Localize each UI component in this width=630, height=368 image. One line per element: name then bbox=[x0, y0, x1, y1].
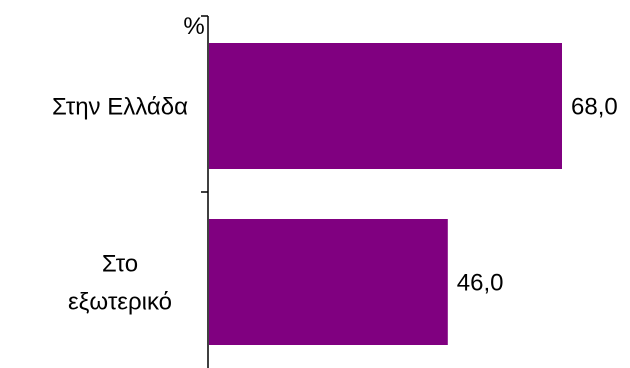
bars-group: 68,0 Στην Ελλάδα 46,0 Στο εξωτερικό bbox=[52, 43, 618, 345]
unit-label: % bbox=[183, 13, 204, 40]
category-label-2-line-1: Στο bbox=[102, 250, 138, 277]
bar-2 bbox=[209, 219, 448, 345]
value-label-2: 46,0 bbox=[457, 269, 504, 296]
category-label-2-line-2: εξωτερικό bbox=[68, 288, 172, 315]
value-label-1: 68,0 bbox=[571, 93, 618, 120]
category-label-1: Στην Ελλάδα bbox=[52, 93, 188, 120]
bar-1 bbox=[209, 43, 562, 169]
